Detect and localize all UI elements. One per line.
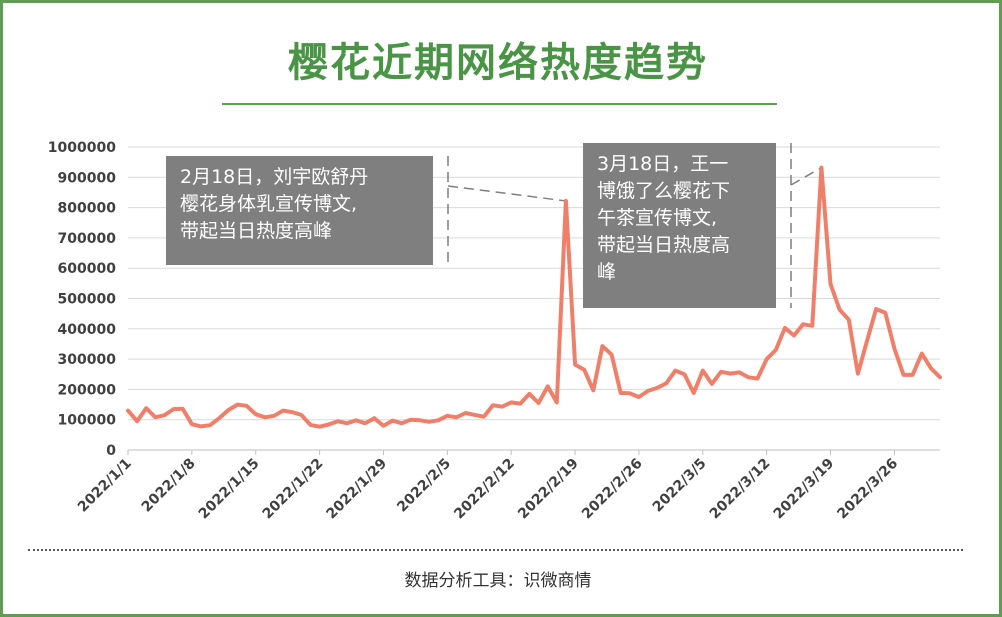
y-tick-label: 200000 — [58, 382, 117, 398]
y-tick-label: 1000000 — [48, 140, 116, 156]
annotation-callout-mar18: 3月18日，王一 博饿了么樱花下 午茶宣传博文, 带起当日热度高 峰 — [583, 143, 776, 308]
x-tick-label: 2022/2/26 — [579, 456, 646, 523]
annotation-callout-feb18: 2月18日，刘宇欧舒丹 樱花身体乳宣传博文, 带起当日热度高峰 — [166, 156, 433, 265]
y-tick-label: 0 — [106, 443, 116, 459]
x-tick-label: 2022/2/12 — [451, 456, 518, 523]
y-tick-label: 300000 — [58, 352, 117, 368]
y-axis-ticks: 0 100000 200000 300000 400000 500000 600000 700… — [48, 140, 116, 459]
y-tick-label: 100000 — [58, 413, 117, 429]
y-tick-label: 700000 — [58, 231, 117, 247]
chart-title: 樱花近期网络热度趋势 — [288, 40, 708, 86]
x-tick-label: 2022/1/8 — [139, 456, 199, 516]
gridlines — [128, 146, 940, 451]
series-line — [126, 165, 942, 429]
x-tick-label: 2022/1/22 — [260, 456, 327, 523]
title-underline — [222, 103, 777, 105]
y-tick-label: 800000 — [58, 201, 117, 217]
y-tick-label: 400000 — [58, 322, 117, 338]
x-tick-label: 2022/2/5 — [394, 456, 454, 516]
x-axis-ticks: 2022/1/1 2022/1/82022/1/152022/1/222022/1… — [75, 450, 901, 522]
y-tick-label: 500000 — [58, 292, 117, 308]
x-tick-label: 2022/1/1 — [75, 456, 135, 516]
x-tick-label: 2022/1/15 — [196, 456, 263, 523]
x-tick-label: 2022/3/5 — [650, 456, 710, 516]
footer-divider — [28, 549, 963, 551]
x-tick-label: 2022/2/19 — [515, 456, 582, 523]
x-tick-label: 2022/1/29 — [324, 456, 391, 523]
data-source-note: 数据分析工具：识微商情 — [404, 571, 592, 591]
x-tick-label: 2022/3/12 — [707, 456, 774, 523]
x-tick-label: 2022/3/26 — [834, 456, 901, 523]
y-tick-label: 600000 — [58, 261, 117, 277]
x-tick-label: 2022/3/19 — [771, 456, 838, 523]
y-tick-label: 900000 — [58, 170, 117, 186]
annotation-leader-line — [447, 185, 567, 202]
annotation-leaders — [447, 143, 822, 308]
annotation-leader-line — [790, 166, 822, 186]
